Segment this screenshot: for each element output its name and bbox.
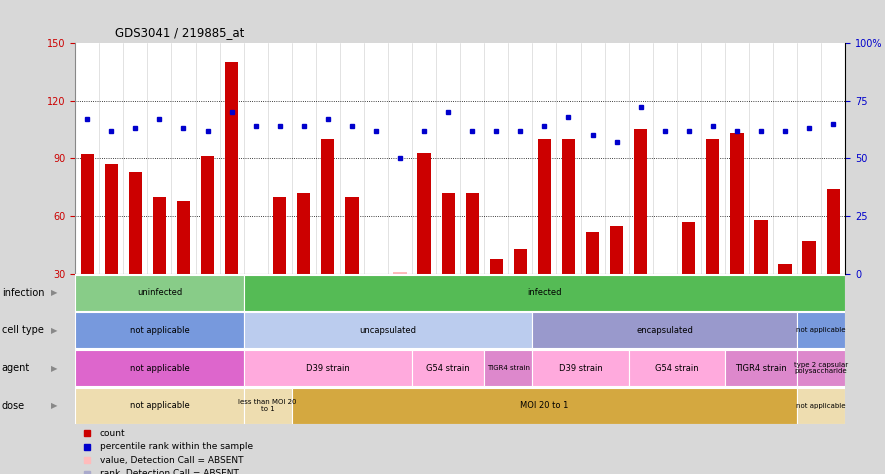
Text: count: count <box>100 429 126 438</box>
Text: ▶: ▶ <box>51 326 58 335</box>
Bar <box>797 388 845 424</box>
Bar <box>243 312 533 348</box>
Text: ▶: ▶ <box>51 288 58 297</box>
Text: percentile rank within the sample: percentile rank within the sample <box>100 442 253 451</box>
Bar <box>803 241 816 274</box>
Text: agent: agent <box>2 363 30 373</box>
Bar <box>730 133 743 274</box>
Bar <box>797 312 845 348</box>
Bar <box>682 222 696 274</box>
Bar <box>466 193 479 274</box>
Text: infection: infection <box>2 288 44 298</box>
Bar <box>75 275 243 311</box>
Bar <box>128 172 142 274</box>
Bar <box>706 139 720 274</box>
Text: ▶: ▶ <box>51 401 58 410</box>
Bar <box>75 312 243 348</box>
Text: not applicable: not applicable <box>796 328 846 333</box>
Bar <box>562 139 575 274</box>
Text: TIGR4 strain: TIGR4 strain <box>487 365 530 371</box>
Text: rank, Detection Call = ABSENT: rank, Detection Call = ABSENT <box>100 469 239 474</box>
Text: value, Detection Call = ABSENT: value, Detection Call = ABSENT <box>100 456 243 465</box>
Bar <box>75 388 243 424</box>
Bar <box>273 197 287 274</box>
Bar <box>533 350 628 386</box>
Bar <box>345 197 358 274</box>
Text: uninfected: uninfected <box>137 288 182 297</box>
Text: D39 strain: D39 strain <box>306 364 350 373</box>
Bar <box>243 388 292 424</box>
Bar <box>484 350 533 386</box>
Text: not applicable: not applicable <box>129 326 189 335</box>
Text: encapsulated: encapsulated <box>636 326 693 335</box>
Bar <box>827 189 840 274</box>
Text: GDS3041 / 219885_at: GDS3041 / 219885_at <box>115 26 244 39</box>
Bar <box>243 275 845 311</box>
Bar <box>489 259 503 274</box>
Bar <box>538 139 551 274</box>
Bar <box>225 62 238 274</box>
Bar <box>628 350 725 386</box>
Bar <box>754 220 767 274</box>
Bar <box>292 388 797 424</box>
Text: MOI 20 to 1: MOI 20 to 1 <box>520 401 568 410</box>
Text: TIGR4 strain: TIGR4 strain <box>735 364 787 373</box>
Text: D39 strain: D39 strain <box>558 364 603 373</box>
Text: G54 strain: G54 strain <box>427 364 470 373</box>
Bar <box>297 193 311 274</box>
Bar <box>533 312 797 348</box>
Bar <box>513 249 527 274</box>
Text: type 2 capsular
polysaccharide: type 2 capsular polysaccharide <box>794 362 848 374</box>
Text: not applicable: not applicable <box>129 401 189 410</box>
Text: cell type: cell type <box>2 326 43 336</box>
Text: infected: infected <box>527 288 562 297</box>
Bar <box>394 272 407 274</box>
Bar <box>153 197 166 274</box>
Bar <box>779 264 792 274</box>
Bar <box>177 201 190 274</box>
Bar <box>243 350 412 386</box>
Bar <box>725 350 797 386</box>
Bar <box>586 232 599 274</box>
Text: not applicable: not applicable <box>129 364 189 373</box>
Bar <box>81 155 94 274</box>
Text: ▶: ▶ <box>51 364 58 373</box>
Bar <box>412 350 484 386</box>
Text: dose: dose <box>2 401 25 410</box>
Bar <box>75 350 243 386</box>
Bar <box>634 129 647 274</box>
Bar <box>610 226 623 274</box>
Text: less than MOI 20
to 1: less than MOI 20 to 1 <box>238 400 297 412</box>
Text: G54 strain: G54 strain <box>655 364 698 373</box>
Bar <box>442 193 455 274</box>
Bar <box>321 139 335 274</box>
Bar <box>418 153 431 274</box>
Text: not applicable: not applicable <box>796 402 846 409</box>
Bar <box>104 164 118 274</box>
Text: uncapsulated: uncapsulated <box>359 326 417 335</box>
Bar <box>797 350 845 386</box>
Bar <box>201 156 214 274</box>
